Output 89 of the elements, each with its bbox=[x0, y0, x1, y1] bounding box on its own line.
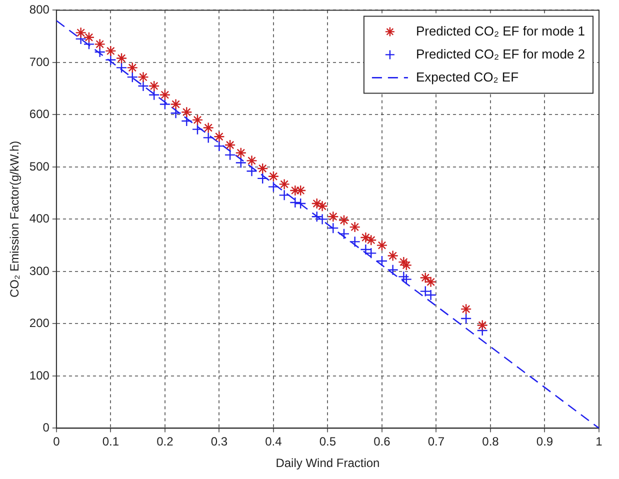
point bbox=[105, 54, 116, 66]
legend-label: Expected CO₂ EF bbox=[416, 69, 519, 84]
point bbox=[311, 198, 322, 210]
x-tick-label: 0.9 bbox=[536, 434, 554, 449]
point bbox=[170, 98, 182, 110]
point bbox=[338, 214, 350, 226]
point bbox=[246, 155, 258, 166]
point bbox=[316, 200, 328, 212]
x-tick-label: 0.7 bbox=[428, 434, 445, 449]
point bbox=[460, 312, 472, 324]
legend-label: Predicted CO₂ EF for mode 1 bbox=[416, 23, 586, 38]
x-tick-label: 0.4 bbox=[265, 434, 282, 449]
point bbox=[116, 62, 128, 74]
point bbox=[246, 166, 258, 177]
point bbox=[338, 228, 350, 240]
x-tick-label: 0.8 bbox=[482, 434, 500, 449]
point bbox=[460, 303, 472, 315]
point bbox=[257, 172, 268, 184]
point bbox=[476, 320, 488, 331]
point bbox=[290, 196, 301, 208]
y-tick-label: 400 bbox=[29, 212, 50, 226]
point bbox=[398, 271, 410, 282]
point bbox=[116, 52, 128, 64]
y-tick-label: 500 bbox=[29, 159, 50, 174]
point bbox=[224, 139, 236, 151]
point bbox=[75, 27, 86, 38]
x-tick-label: 1 bbox=[596, 434, 603, 449]
point bbox=[349, 221, 360, 233]
point bbox=[148, 80, 160, 92]
x-tick-label: 0 bbox=[53, 434, 60, 449]
point bbox=[138, 80, 149, 92]
point bbox=[159, 98, 171, 110]
point bbox=[214, 131, 225, 142]
point bbox=[420, 272, 431, 284]
point bbox=[181, 106, 192, 118]
point bbox=[376, 240, 388, 251]
point bbox=[159, 89, 171, 100]
point bbox=[105, 45, 116, 57]
point bbox=[366, 234, 377, 246]
y-tick-label: 600 bbox=[29, 107, 50, 122]
point bbox=[181, 115, 192, 127]
y-tick-label: 300 bbox=[29, 264, 50, 278]
point bbox=[268, 181, 280, 192]
point bbox=[398, 256, 410, 268]
point bbox=[126, 71, 138, 83]
point bbox=[235, 157, 246, 168]
point bbox=[349, 236, 360, 248]
point bbox=[224, 149, 236, 161]
point bbox=[202, 132, 214, 144]
x-tick-label: 0.3 bbox=[210, 434, 228, 449]
point bbox=[192, 124, 204, 135]
point bbox=[278, 178, 290, 190]
point bbox=[387, 250, 398, 262]
y-tick-label: 700 bbox=[29, 54, 50, 69]
point bbox=[360, 232, 372, 244]
point bbox=[376, 255, 388, 267]
y-tick-label: 0 bbox=[42, 420, 50, 435]
point bbox=[138, 71, 149, 83]
point bbox=[425, 276, 436, 288]
point bbox=[148, 89, 160, 100]
point bbox=[278, 190, 290, 201]
point bbox=[400, 260, 412, 271]
point bbox=[235, 147, 246, 158]
x-tick-label: 0.6 bbox=[374, 434, 391, 449]
point bbox=[126, 62, 138, 74]
x-tick-label: 0.1 bbox=[102, 434, 120, 449]
point bbox=[328, 210, 339, 222]
x-tick-label: 0.5 bbox=[319, 434, 336, 449]
point bbox=[328, 222, 339, 234]
point bbox=[94, 38, 106, 50]
point bbox=[387, 264, 398, 276]
point bbox=[83, 32, 95, 43]
point bbox=[192, 114, 204, 126]
point bbox=[214, 140, 225, 152]
y-tick-label: 100 bbox=[29, 368, 50, 382]
point bbox=[94, 46, 106, 58]
legend-label: Predicted CO₂ EF for mode 2 bbox=[416, 46, 586, 62]
point bbox=[268, 170, 280, 182]
point bbox=[170, 108, 182, 119]
point bbox=[202, 122, 214, 134]
point bbox=[290, 184, 301, 196]
x-tick-label: 0.2 bbox=[156, 434, 174, 449]
y-tick-label: 800 bbox=[29, 2, 50, 17]
x-axis-title: Daily Wind Fraction bbox=[276, 456, 380, 470]
point bbox=[400, 274, 412, 285]
y-axis-title: CO₂ Emission Factor(g/kW.h) bbox=[8, 140, 22, 298]
y-tick-label: 200 bbox=[29, 316, 50, 330]
point bbox=[294, 198, 306, 210]
point bbox=[257, 162, 268, 174]
